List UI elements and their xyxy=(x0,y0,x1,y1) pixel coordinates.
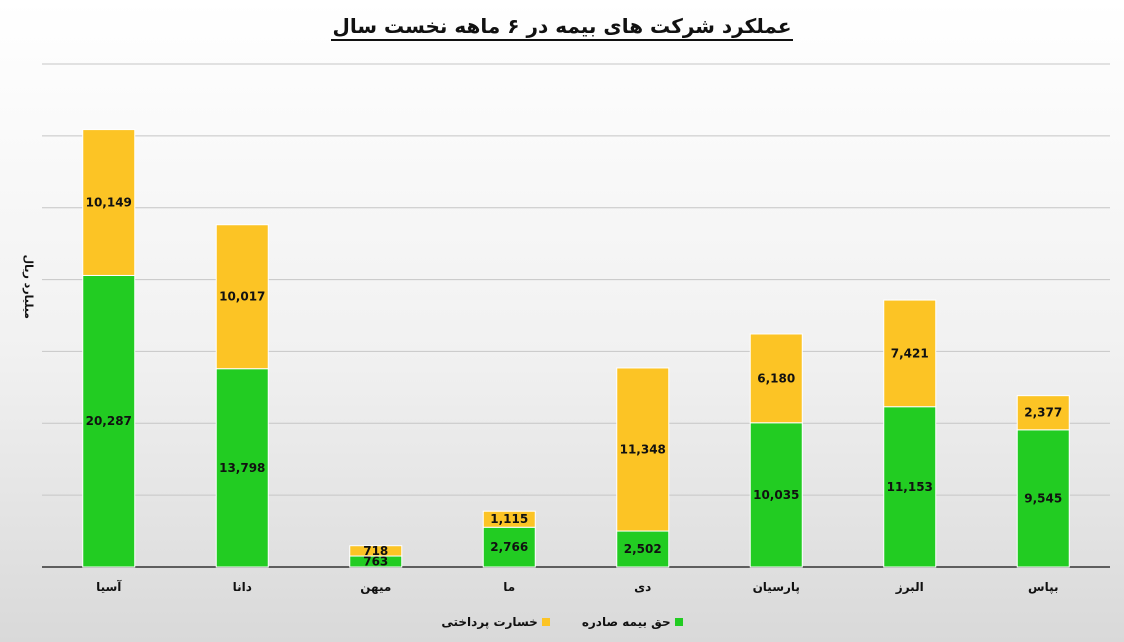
chart-title: عملکرد شرکت های بیمه در ۶ ماهه نخست سال xyxy=(0,14,1124,41)
legend-item-claims: خسارت پرداختی xyxy=(441,615,550,629)
bar-premium-5 xyxy=(749,422,803,568)
legend-swatch-premium xyxy=(674,618,683,626)
data-label-claims-5: 6,180 xyxy=(757,371,795,385)
category-label-2: میهن xyxy=(360,580,391,594)
category-label-7: بپاس xyxy=(1028,580,1058,594)
category-label-6: البرز xyxy=(895,580,924,594)
bar-claims-6 xyxy=(883,299,937,408)
bar-premium-1 xyxy=(215,368,269,568)
bar-premium-0 xyxy=(82,274,136,568)
category-label-5: پارسیان xyxy=(753,580,800,594)
bar-claims-2 xyxy=(349,545,403,557)
data-label-claims-4: 11,348 xyxy=(620,442,666,456)
legend-swatch-claims xyxy=(541,618,550,626)
data-label-claims-3: 1,115 xyxy=(490,512,528,526)
data-label-claims-1: 10,017 xyxy=(219,290,265,304)
legend-item-premium: حق بیمه صادره xyxy=(582,615,683,629)
bar-claims-7 xyxy=(1016,395,1070,431)
bar-claims-1 xyxy=(215,224,269,370)
bar-premium-7 xyxy=(1016,429,1070,568)
data-label-premium-4: 2,502 xyxy=(624,542,662,556)
category-label-4: دی xyxy=(634,580,651,594)
bar-claims-0 xyxy=(82,129,136,276)
data-label-claims-7: 2,377 xyxy=(1024,406,1062,420)
data-label-premium-1: 13,798 xyxy=(219,461,265,475)
legend-label-claims: خسارت پرداختی xyxy=(441,615,538,629)
data-label-claims-6: 7,421 xyxy=(891,346,929,360)
data-label-premium-0: 20,287 xyxy=(86,414,132,428)
bar-claims-3 xyxy=(482,510,536,528)
data-label-claims-0: 10,149 xyxy=(86,196,132,210)
data-label-premium-7: 9,545 xyxy=(1024,491,1062,505)
category-label-1: دانا xyxy=(233,580,252,594)
bar-claims-4 xyxy=(616,367,670,532)
bar-premium-3 xyxy=(482,526,536,568)
data-label-premium-2: 763 xyxy=(363,555,388,569)
data-label-premium-5: 10,035 xyxy=(753,488,799,502)
chart-title-text: عملکرد شرکت های بیمه در ۶ ماهه نخست سال xyxy=(330,14,794,41)
legend: خسارت پرداختی حق بیمه صادره xyxy=(0,615,1124,629)
data-label-premium-6: 11,153 xyxy=(887,480,933,494)
data-label-premium-3: 2,766 xyxy=(490,540,528,554)
bar-claims-5 xyxy=(749,333,803,424)
bar-premium-4 xyxy=(616,530,670,568)
bar-premium-6 xyxy=(883,406,937,568)
data-label-claims-2: 718 xyxy=(363,544,388,558)
category-label-3: ما xyxy=(503,580,515,594)
category-label-0: آسیا xyxy=(96,579,122,594)
legend-label-premium: حق بیمه صادره xyxy=(581,615,671,629)
